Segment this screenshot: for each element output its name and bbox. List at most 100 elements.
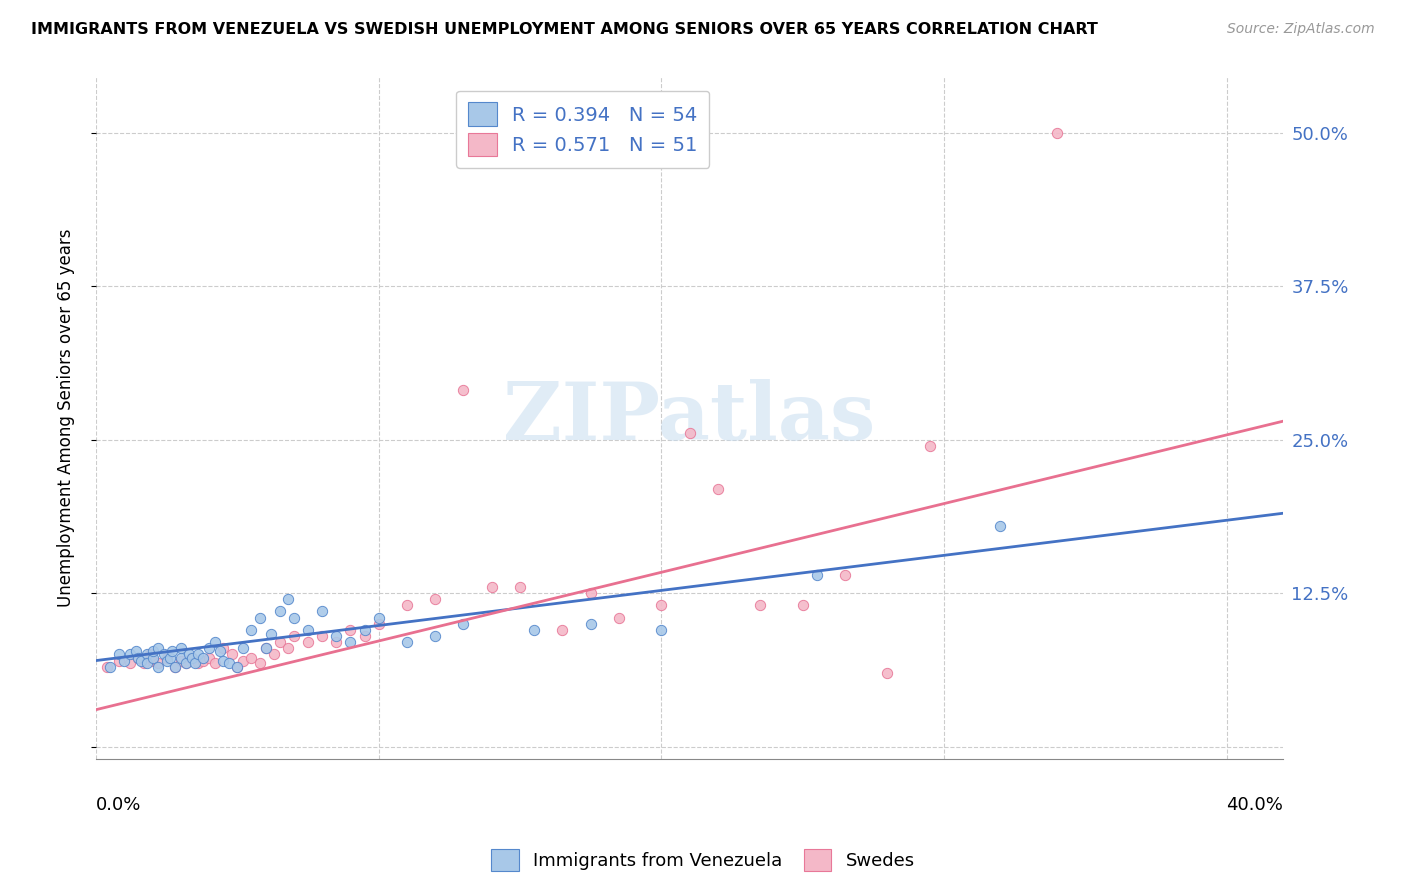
Text: Source: ZipAtlas.com: Source: ZipAtlas.com <box>1227 22 1375 37</box>
Point <box>749 599 772 613</box>
Point <box>579 616 602 631</box>
Point <box>170 651 193 665</box>
Point <box>367 616 389 631</box>
Point <box>1046 126 1069 140</box>
Point <box>263 648 285 662</box>
Point <box>187 656 209 670</box>
Point <box>127 651 149 665</box>
Point <box>551 623 574 637</box>
Point <box>523 623 546 637</box>
Point <box>579 586 602 600</box>
Point <box>181 651 204 665</box>
Point <box>249 656 271 670</box>
Point <box>181 651 204 665</box>
Point <box>204 656 226 670</box>
Point <box>481 580 503 594</box>
Point <box>283 610 305 624</box>
Point <box>170 654 193 668</box>
Point <box>297 635 319 649</box>
Legend: R = 0.394   N = 54, R = 0.571   N = 51: R = 0.394 N = 54, R = 0.571 N = 51 <box>456 91 710 169</box>
Point <box>96 659 118 673</box>
Point <box>232 641 254 656</box>
Point <box>678 426 700 441</box>
Point <box>325 629 347 643</box>
Point <box>650 599 672 613</box>
Text: 40.0%: 40.0% <box>1226 797 1284 814</box>
Point <box>112 654 135 668</box>
Point <box>311 605 333 619</box>
Point <box>198 651 221 665</box>
Point <box>135 648 157 662</box>
Point <box>834 567 856 582</box>
Point <box>107 648 129 662</box>
Point <box>254 641 277 656</box>
Point <box>339 635 361 649</box>
Point <box>212 641 235 656</box>
Point <box>806 567 828 582</box>
Point <box>425 629 447 643</box>
Point <box>212 654 235 668</box>
Point <box>148 656 170 670</box>
Point <box>193 651 215 665</box>
Point <box>141 654 163 668</box>
Point <box>792 599 814 613</box>
Point <box>277 641 299 656</box>
Point <box>221 648 243 662</box>
Point <box>260 626 283 640</box>
Point <box>277 592 299 607</box>
Point <box>204 635 226 649</box>
Legend: Immigrants from Venezuela, Swedes: Immigrants from Venezuela, Swedes <box>484 842 922 879</box>
Point <box>148 641 170 656</box>
Point <box>141 651 163 665</box>
Point <box>367 610 389 624</box>
Point <box>990 518 1012 533</box>
Point <box>650 623 672 637</box>
Point <box>876 665 898 680</box>
Text: IMMIGRANTS FROM VENEZUELA VS SWEDISH UNEMPLOYMENT AMONG SENIORS OVER 65 YEARS CO: IMMIGRANTS FROM VENEZUELA VS SWEDISH UNE… <box>31 22 1098 37</box>
Point <box>170 641 193 656</box>
Text: 0.0%: 0.0% <box>96 797 142 814</box>
Point <box>107 654 129 668</box>
Point <box>232 654 254 668</box>
Point <box>249 610 271 624</box>
Point <box>325 635 347 649</box>
Point <box>453 384 475 398</box>
Point <box>453 616 475 631</box>
Point <box>395 599 418 613</box>
Point <box>218 656 240 670</box>
Point <box>165 659 187 673</box>
Y-axis label: Unemployment Among Seniors over 65 years: Unemployment Among Seniors over 65 years <box>58 229 75 607</box>
Point <box>141 644 163 658</box>
Point <box>353 623 375 637</box>
Point <box>607 610 630 624</box>
Point <box>209 644 232 658</box>
Point <box>179 648 201 662</box>
Point <box>159 651 181 665</box>
Point <box>138 648 160 662</box>
Point <box>118 648 141 662</box>
Point <box>198 641 221 656</box>
Point <box>118 656 141 670</box>
Point <box>156 654 179 668</box>
Point <box>226 659 249 673</box>
Point <box>311 629 333 643</box>
Point <box>124 644 146 658</box>
Point <box>395 635 418 649</box>
Point <box>132 656 155 670</box>
Point <box>162 644 184 658</box>
Point <box>184 656 207 670</box>
Point <box>187 648 209 662</box>
Point <box>269 605 291 619</box>
Point <box>297 623 319 637</box>
Point <box>98 659 121 673</box>
Point <box>193 654 215 668</box>
Point <box>269 635 291 649</box>
Point <box>707 482 730 496</box>
Point <box>509 580 531 594</box>
Text: ZIPatlas: ZIPatlas <box>503 379 876 457</box>
Point <box>153 648 176 662</box>
Point <box>339 623 361 637</box>
Point <box>918 439 941 453</box>
Point <box>156 651 179 665</box>
Point <box>165 659 187 673</box>
